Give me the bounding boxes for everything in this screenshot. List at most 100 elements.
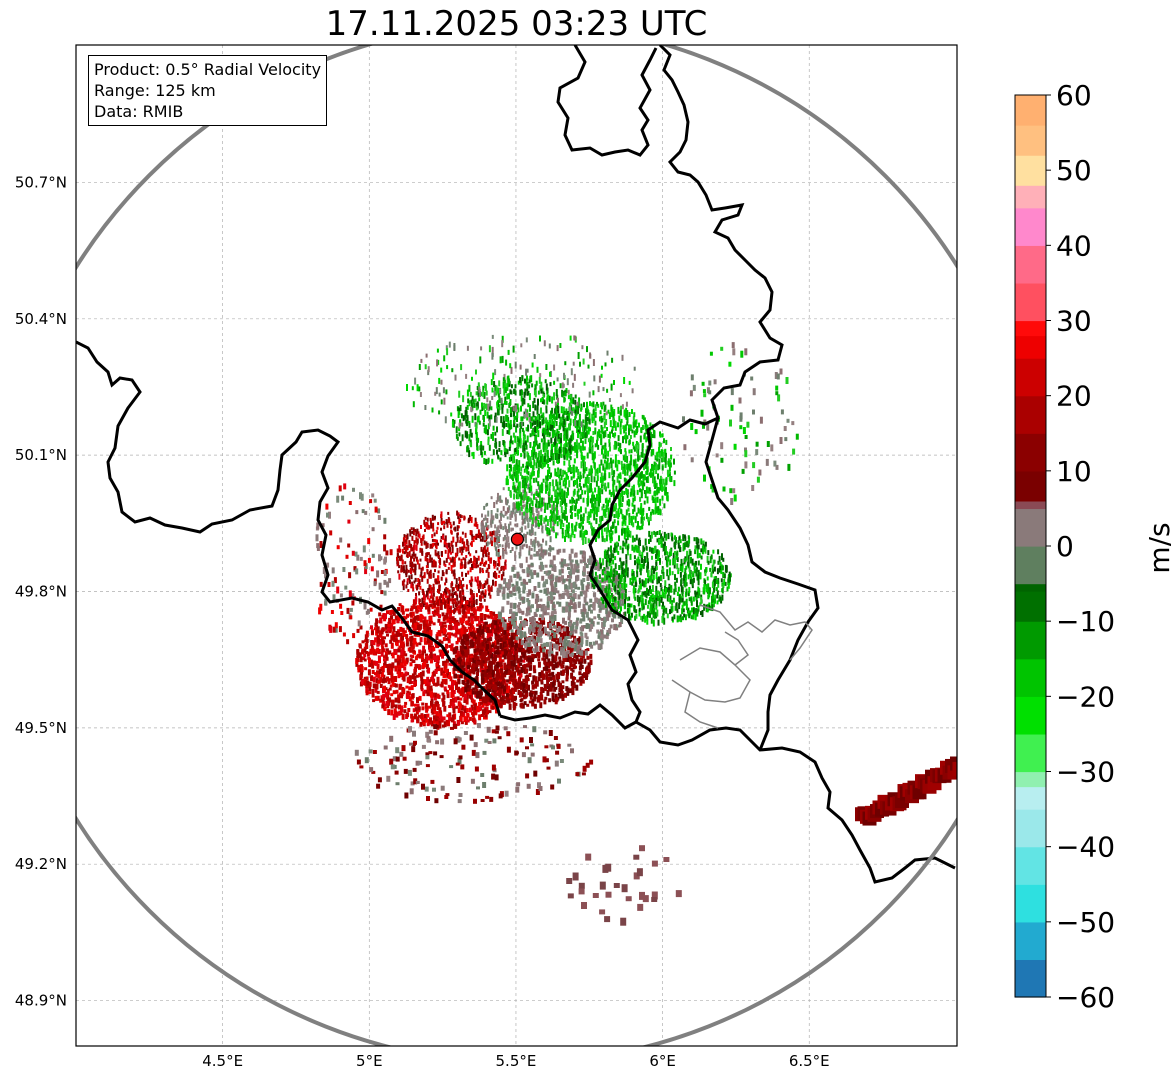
echo-pixel — [509, 521, 511, 525]
echo-pixel — [488, 656, 491, 661]
echo-pixel — [596, 494, 598, 501]
echo-pixel — [414, 667, 417, 672]
echo-pixel — [387, 709, 390, 715]
echo-pixel — [599, 601, 602, 605]
echo-pixel — [547, 612, 550, 615]
echo-pixel — [511, 666, 514, 671]
echo-pixel — [566, 636, 569, 639]
echo-pixel — [544, 503, 546, 510]
echo-pixel — [435, 656, 438, 662]
echo-pixel — [483, 506, 485, 510]
echo-pixel — [553, 555, 556, 560]
echo-pixel — [500, 697, 503, 701]
echo-pixel — [546, 573, 549, 576]
echo-pixel — [379, 617, 382, 623]
echo-pixel — [537, 637, 540, 642]
echo-pixel — [372, 699, 375, 702]
echo-pixel — [531, 527, 533, 533]
echo-pixel — [581, 490, 583, 495]
echo-pixel — [571, 686, 574, 689]
echo-pixel — [437, 694, 440, 699]
echo-pixel — [492, 520, 494, 524]
echo-pixel — [501, 701, 504, 705]
echo-pixel — [411, 606, 414, 611]
echo-pixel — [459, 547, 461, 553]
echo-pixel — [551, 672, 554, 677]
echo-pixel — [562, 528, 564, 534]
echo-pixel — [489, 651, 492, 654]
echo-pixel — [392, 682, 395, 686]
echo-pixel — [529, 673, 532, 677]
echo-pixel — [494, 655, 497, 661]
echo-pixel — [390, 673, 393, 677]
echo-pixel — [525, 621, 528, 625]
echo-pixel — [406, 545, 408, 548]
echo-pixel — [544, 606, 547, 612]
echo-pixel — [529, 529, 531, 535]
echo-pixel — [531, 492, 533, 496]
echo-pixel — [410, 559, 412, 563]
echo-pixel — [404, 561, 406, 564]
echo-pixel — [559, 637, 562, 643]
echo-pixel — [441, 682, 444, 688]
echo-pixel — [473, 607, 476, 613]
echo-pixel — [501, 574, 503, 580]
echo-pixel — [545, 666, 548, 671]
echo-pixel — [405, 609, 408, 612]
echo-pixel — [544, 588, 547, 593]
echo-pixel — [387, 667, 390, 673]
echo-pixel — [405, 585, 407, 589]
echo-pixel — [451, 583, 453, 586]
echo-pixel — [594, 597, 597, 602]
echo-pixel — [502, 551, 504, 556]
echo-pixel — [446, 519, 448, 524]
echo-pixel — [420, 637, 423, 642]
echo-pixel — [539, 515, 541, 519]
echo-pixel — [533, 460, 535, 466]
echo-pixel — [398, 712, 401, 716]
echo-pixel — [574, 630, 577, 634]
echo-pixel — [498, 536, 500, 542]
echo-pixel — [429, 621, 432, 624]
echo-pixel — [476, 661, 479, 667]
echo-pixel — [491, 510, 493, 514]
echo-pixel — [420, 525, 422, 529]
echo-pixel — [541, 565, 544, 570]
echo-pixel — [542, 648, 545, 652]
echo-pixel — [414, 569, 416, 575]
echo-pixel — [482, 555, 484, 558]
echo-pixel — [467, 688, 470, 692]
echo-pixel — [489, 595, 491, 599]
echo-pixel — [437, 600, 439, 606]
echo-pixel — [540, 638, 543, 643]
echo-pixel — [430, 653, 433, 659]
echo-pixel — [532, 616, 535, 620]
echo-pixel — [519, 510, 521, 515]
echo-pixel — [430, 544, 432, 549]
echo-pixel — [656, 488, 658, 495]
echo-pixel — [601, 618, 604, 621]
echo-pixel — [497, 655, 500, 658]
echo-pixel — [459, 608, 461, 613]
echo-pixel — [501, 618, 504, 622]
echo-pixel — [566, 691, 569, 696]
echo-pixel — [496, 539, 498, 543]
echo-pixel — [452, 702, 455, 708]
echo-pixel — [520, 631, 523, 636]
echo-pixel — [471, 605, 473, 608]
echo-pixel — [455, 542, 457, 547]
echo-pixel — [398, 574, 400, 580]
echo-pixel — [423, 627, 426, 633]
echo-pixel — [421, 651, 424, 656]
echo-pixel — [400, 606, 403, 612]
echo-pixel — [441, 641, 444, 644]
echo-pixel — [460, 716, 463, 721]
echo-pixel — [606, 527, 608, 534]
echo-pixel — [547, 677, 550, 682]
echo-pixel — [515, 651, 518, 654]
echo-pixel — [546, 642, 549, 647]
echo-pixel — [460, 688, 463, 693]
echo-pixel — [513, 574, 516, 578]
echo-pixel — [553, 604, 556, 608]
echo-pixel — [580, 551, 583, 555]
